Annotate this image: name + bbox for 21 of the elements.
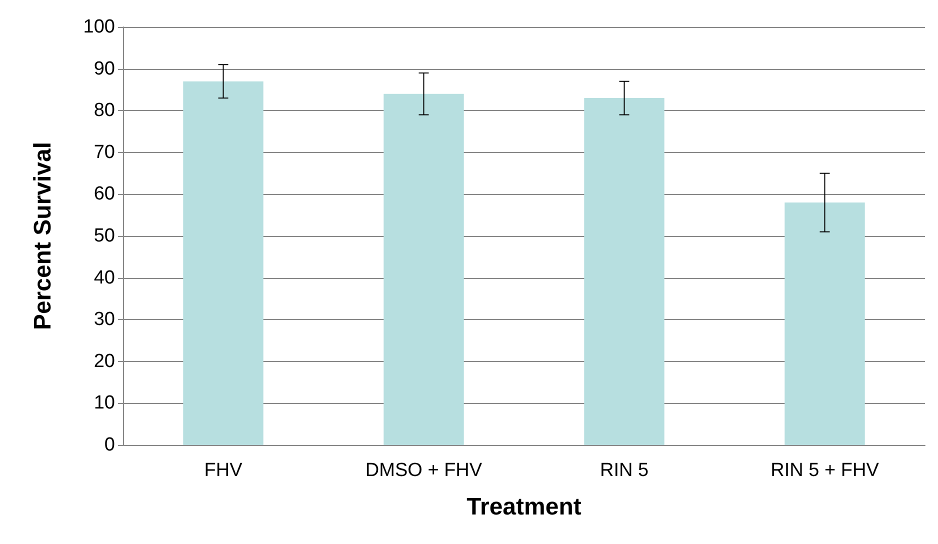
- y-tick-label: 100: [83, 16, 115, 38]
- x-tick-label: RIN 5 + FHV: [770, 460, 880, 481]
- y-tick-label: 40: [94, 267, 115, 288]
- y-tick-label: 30: [94, 309, 115, 330]
- y-tick-label: 10: [94, 392, 115, 414]
- bar: [584, 98, 664, 445]
- x-tick-label: DMSO + FHV: [365, 460, 482, 481]
- y-tick-label: 70: [94, 142, 115, 163]
- bar: [384, 94, 464, 445]
- x-axis-title: Treatment: [466, 494, 582, 520]
- bar: [784, 202, 865, 445]
- y-tick-label: 0: [104, 434, 115, 456]
- y-tick-label: 20: [94, 350, 115, 372]
- bar: [183, 81, 264, 445]
- y-axis-title: Percent Survival: [30, 142, 56, 330]
- y-tick-label: 90: [94, 58, 115, 80]
- y-tick-label: 80: [94, 100, 115, 122]
- y-tick-label: 50: [94, 226, 115, 246]
- x-tick-label: RIN 5: [600, 460, 649, 481]
- x-tick-label: FHV: [204, 460, 243, 481]
- y-tick-label: 60: [94, 184, 115, 205]
